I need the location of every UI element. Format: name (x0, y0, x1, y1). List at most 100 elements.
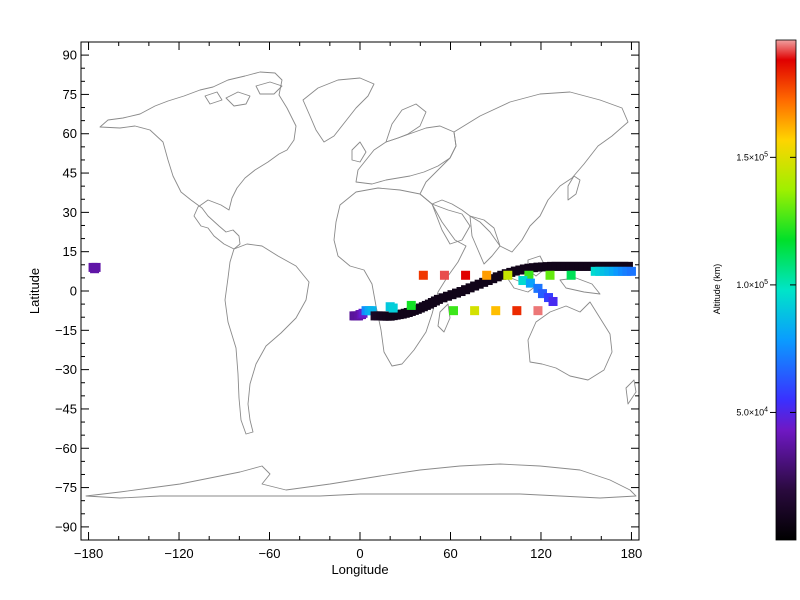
data-point (525, 278, 535, 288)
data-point (470, 306, 480, 316)
y-tick-label: −75 (55, 480, 77, 495)
y-axis-title: Latitude (27, 268, 42, 314)
data-point (605, 261, 615, 271)
x-tick-label: 180 (621, 546, 643, 561)
colorbar-tick-label: 5.0×104 (736, 406, 768, 417)
y-tick-label: 90 (63, 48, 77, 63)
data-point (483, 276, 493, 286)
data-point (545, 270, 555, 280)
data-point (465, 283, 475, 293)
data-point (519, 264, 529, 274)
colorbar-gradient (775, 39, 797, 541)
y-tick-label: −15 (55, 323, 77, 338)
y-tick-label: −90 (55, 519, 77, 534)
data-point (623, 261, 633, 271)
y-tick-label: 30 (63, 205, 77, 220)
data-point (592, 261, 602, 271)
x-tick-label: 120 (530, 546, 552, 561)
y-tick-label: −45 (55, 401, 77, 416)
data-point (482, 270, 492, 280)
data-point (497, 270, 507, 280)
data-point (456, 287, 466, 297)
data-point (515, 265, 525, 275)
colorbar-tick-label: 1.0×105 (736, 279, 768, 290)
world-coastline-map (85, 71, 637, 499)
y-tick-label: 45 (63, 166, 77, 181)
data-point (533, 283, 543, 293)
y-tick-label: 15 (63, 244, 77, 259)
x-tick-label: −60 (258, 546, 280, 561)
data-point (447, 290, 457, 300)
data-point (622, 266, 632, 276)
data-point (590, 266, 600, 276)
colorbar: 1.5×105 1.0×105 5.0×104 Altitude (km) (712, 39, 797, 541)
data-point (488, 274, 498, 284)
data-point (596, 261, 606, 271)
data-point (491, 306, 501, 316)
data-point (388, 303, 398, 313)
data-point (461, 285, 471, 295)
data-point (524, 263, 534, 273)
y-tick-label: 75 (63, 87, 77, 102)
x-tick-label: −120 (164, 546, 193, 561)
data-point (406, 300, 416, 310)
data-point (599, 266, 609, 276)
data-point (610, 261, 620, 271)
data-point (452, 288, 462, 298)
colorbar-title: Altitude (km) (712, 264, 722, 315)
data-point (433, 294, 443, 304)
x-tick-label: 60 (443, 546, 457, 561)
y-tick-label: 60 (63, 126, 77, 141)
colorbar-tick-label: 1.5×105 (736, 151, 768, 162)
data-point (512, 306, 522, 316)
data-point (449, 306, 459, 316)
data-point (613, 266, 623, 276)
data-point (518, 276, 528, 286)
colorbar-ticks: 1.5×105 1.0×105 5.0×104 (736, 151, 796, 417)
plot-frame (80, 41, 640, 541)
data-point (461, 270, 471, 280)
data-point (91, 262, 101, 272)
data-point (533, 262, 543, 272)
data-point (418, 270, 428, 280)
data-point (604, 266, 614, 276)
data-point (548, 296, 558, 306)
data-point (474, 279, 484, 289)
data-point (614, 261, 624, 271)
data-point (587, 261, 597, 271)
y-tick-label: −30 (55, 362, 77, 377)
x-tick-label: −180 (74, 546, 103, 561)
data-point (569, 261, 579, 271)
data-point (544, 293, 554, 303)
data-point (439, 270, 449, 280)
data-point (583, 261, 593, 271)
data-point (566, 270, 576, 280)
data-point (547, 261, 557, 271)
data-point (510, 266, 520, 276)
data-point (503, 270, 513, 280)
data-points-layer (88, 261, 636, 321)
data-point (479, 277, 489, 287)
data-point (565, 261, 575, 271)
data-point (578, 261, 588, 271)
data-point (595, 266, 605, 276)
axis-ticks: −180 −120 −60 0 60 120 180 90 75 60 45 30 15 0 −15 −30 −… (55, 42, 642, 561)
data-point (626, 266, 636, 276)
data-point (367, 306, 377, 316)
data-point (438, 293, 448, 303)
data-point (608, 266, 618, 276)
data-point (574, 261, 584, 271)
data-point (551, 261, 561, 271)
data-point (492, 272, 502, 282)
data-point (617, 266, 627, 276)
data-point (537, 262, 547, 272)
data-point (601, 261, 611, 271)
data-point (537, 289, 547, 299)
data-point (556, 261, 566, 271)
y-tick-label: −60 (55, 441, 77, 456)
data-point (524, 270, 534, 280)
x-axis-title: Longitude (331, 562, 388, 577)
data-point (560, 261, 570, 271)
data-point (470, 281, 480, 291)
